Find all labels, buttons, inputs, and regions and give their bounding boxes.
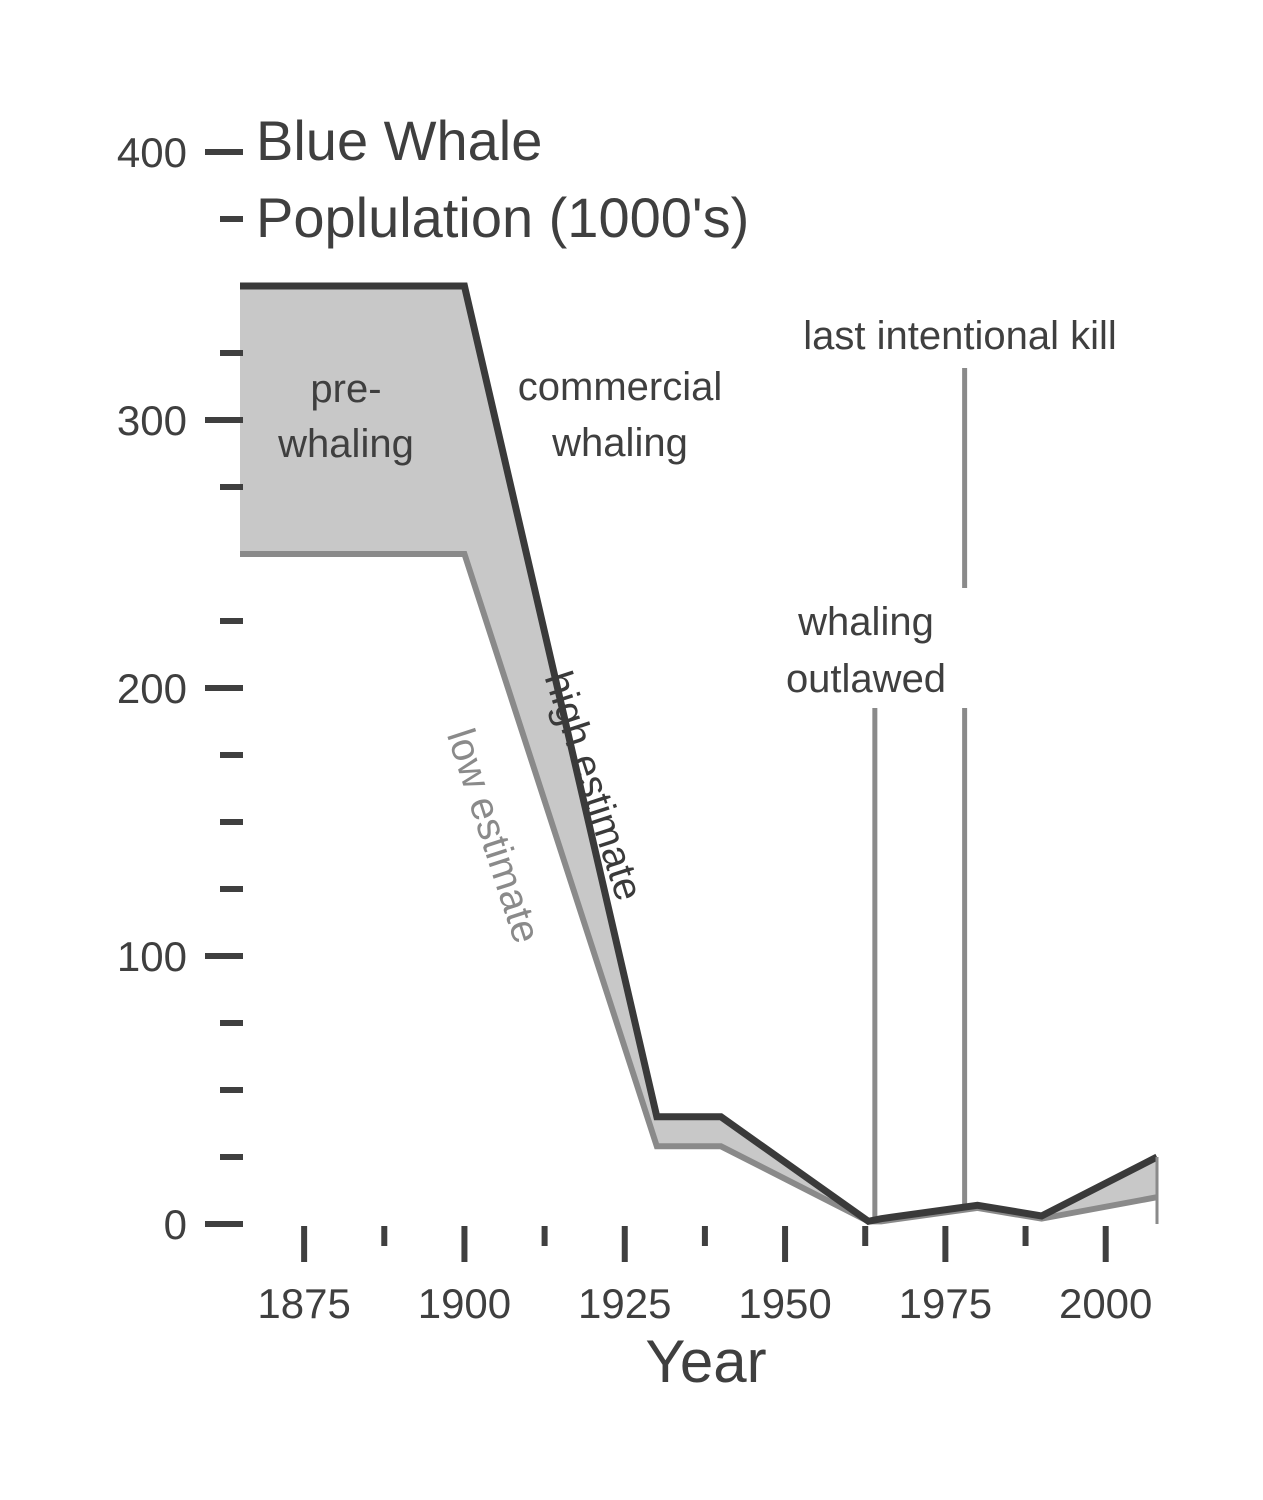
x-tick-label: 1950 [738, 1280, 831, 1327]
y-tick-label: 300 [117, 397, 187, 444]
high-estimate-line [240, 282, 1159, 1226]
estimate-range-band [240, 286, 1157, 1222]
x-tick-label: 2000 [1059, 1280, 1152, 1327]
pre-whaling-annotation-line-2: whaling [277, 422, 414, 466]
pre-whaling-annotation-line-1: pre- [310, 367, 381, 411]
axis-layer [205, 149, 1109, 1262]
y-tick-label: 100 [117, 933, 187, 980]
y-tick-label: 0 [164, 1201, 187, 1248]
vertical-marker-layer [872, 368, 968, 1224]
whaling-outlawed-label-line-2: outlawed [786, 657, 946, 701]
x-tick-label: 1975 [899, 1280, 992, 1327]
x-tick-label: 1875 [257, 1280, 350, 1327]
whaling-outlawed-label-line-1: whaling [797, 600, 934, 644]
estimate-band-layer [240, 286, 1157, 1222]
chart-title-line-2: Poplulation (1000's) [256, 186, 749, 249]
x-tick-label: 1925 [578, 1280, 671, 1327]
last-intentional-kill-label: last intentional kill [803, 314, 1117, 358]
chart-title-line-1: Blue Whale [256, 109, 542, 172]
x-axis-title: Year [645, 1328, 766, 1395]
y-tick-label: 400 [117, 129, 187, 176]
x-tick-label: 1900 [418, 1280, 511, 1327]
commercial-whaling-annotation-line-1: commercial [518, 365, 722, 409]
y-tick-label: 200 [117, 665, 187, 712]
commercial-whaling-annotation-line-2: whaling [551, 421, 688, 465]
series-line-layer [240, 282, 1159, 1226]
